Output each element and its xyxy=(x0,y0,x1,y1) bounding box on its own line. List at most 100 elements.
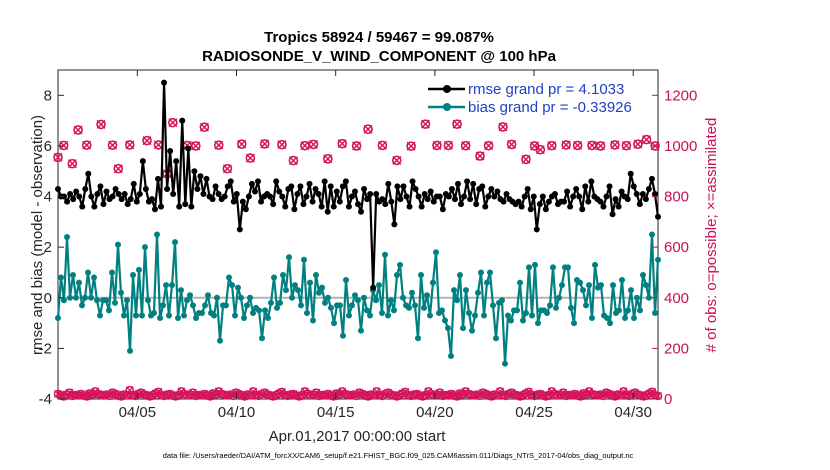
rmse-point xyxy=(618,188,625,195)
rmse-point xyxy=(55,185,61,192)
bias-point xyxy=(139,312,145,319)
rmse-point xyxy=(542,206,549,213)
rmse-point xyxy=(639,191,646,198)
bias-point xyxy=(91,274,97,281)
rmse-point xyxy=(242,206,249,213)
x-axis: 04/05 04/10 04/15 04/20 04/25 04/30 xyxy=(119,70,652,421)
rmse-point xyxy=(227,178,234,185)
obs-assimilated-point xyxy=(507,139,517,149)
rmse-point xyxy=(115,191,122,198)
obs-possible-point xyxy=(113,163,124,174)
bias-point xyxy=(598,282,604,289)
rmse-point xyxy=(221,193,228,200)
bias-point xyxy=(193,315,199,322)
rmse-point xyxy=(203,175,210,182)
obs-assimilated-point xyxy=(288,156,298,166)
bias-point xyxy=(400,294,406,301)
bias-point xyxy=(394,271,400,278)
bias-point xyxy=(322,299,328,306)
obs-possible-point xyxy=(610,140,620,150)
rmse-point xyxy=(200,191,207,198)
rmse-point xyxy=(539,193,546,200)
bias-point xyxy=(454,297,460,304)
obs-assimilated-series xyxy=(53,385,663,401)
rmse-point xyxy=(348,193,355,200)
bias-point xyxy=(307,279,313,286)
obs-possible-point xyxy=(561,140,571,150)
rmse-point xyxy=(430,198,437,205)
bias-point xyxy=(124,297,130,304)
obs-assimilated-point xyxy=(96,119,106,129)
bias-point xyxy=(433,249,439,256)
rmse-point xyxy=(94,191,101,198)
obs-assimilated-point xyxy=(530,141,540,151)
bias-point xyxy=(340,332,346,339)
bias-point xyxy=(316,289,322,296)
x-axis-label: Apr.01,2017 00:00:00 start xyxy=(269,428,447,445)
y-tick-label: 6 xyxy=(44,138,52,155)
obs-assimilated-point xyxy=(547,141,557,151)
bias-point xyxy=(484,279,490,286)
rmse-point xyxy=(615,203,622,210)
obs-possible-point xyxy=(277,139,287,150)
obs-assimilated-point xyxy=(573,140,583,150)
rmse-point xyxy=(345,203,352,210)
rmse-point xyxy=(564,188,571,195)
bias-point xyxy=(553,304,559,311)
obs-possible-point xyxy=(323,154,333,164)
rmse-point xyxy=(136,191,143,198)
y-axis-label-right: # of obs: o=possible; ×=assimilated xyxy=(703,118,720,353)
rmse-point xyxy=(448,185,455,192)
rmse-point xyxy=(351,188,358,195)
bias-point xyxy=(73,294,79,301)
rmse-point xyxy=(327,183,334,190)
bias-point xyxy=(133,312,139,319)
bias-point xyxy=(550,264,556,271)
rmse-point xyxy=(76,193,83,200)
rmse-point xyxy=(79,203,86,210)
rmse-point xyxy=(518,203,525,210)
rmse-point xyxy=(473,201,480,208)
obs-assimilated-point xyxy=(561,140,571,150)
obs-possible-point xyxy=(337,138,348,149)
bias-point xyxy=(331,320,337,327)
bias-point xyxy=(250,309,256,316)
bias-point xyxy=(226,274,232,281)
bias-point xyxy=(319,284,325,291)
y-axis-right: 0 200 400 600 800 1000 1200 xyxy=(652,87,697,408)
bias-point xyxy=(643,282,649,289)
rmse-point xyxy=(464,178,471,185)
rmse-point xyxy=(133,198,140,205)
bias-point xyxy=(649,231,655,238)
rmse-point xyxy=(170,191,177,198)
bias-point xyxy=(217,337,223,344)
obs-assimilated-point xyxy=(309,139,318,149)
bias-point xyxy=(493,335,499,342)
rmse-point xyxy=(612,196,619,203)
bias-point xyxy=(94,297,100,304)
chart-title: Tropics 58924 / 59467 = 99.087% xyxy=(264,29,494,46)
bias-point xyxy=(634,294,640,301)
bias-point xyxy=(64,234,70,241)
legend: rmse grand pr = 4.1033 bias grand pr = -… xyxy=(428,81,632,116)
rmse-series xyxy=(55,79,661,291)
obs-possible-point xyxy=(58,140,69,151)
rmse-point xyxy=(212,183,219,190)
bias-point xyxy=(427,312,433,319)
obs-possible-point xyxy=(213,140,224,150)
obs-assimilated-point xyxy=(53,152,63,162)
bias-point xyxy=(295,287,301,294)
rmse-point xyxy=(61,193,68,200)
rmse-point xyxy=(606,183,613,190)
rmse-point xyxy=(312,185,319,192)
obs-possible-point xyxy=(377,140,388,151)
rmse-point xyxy=(297,183,304,190)
bias-point xyxy=(373,297,379,304)
obs-assimilated-point xyxy=(498,122,508,132)
obs-assimilated-point xyxy=(300,141,310,151)
rmse-point xyxy=(358,208,365,215)
rmse-point xyxy=(124,201,131,208)
obs-possible-point xyxy=(420,119,431,129)
rmse-point xyxy=(576,193,583,200)
bias-point xyxy=(262,307,268,314)
